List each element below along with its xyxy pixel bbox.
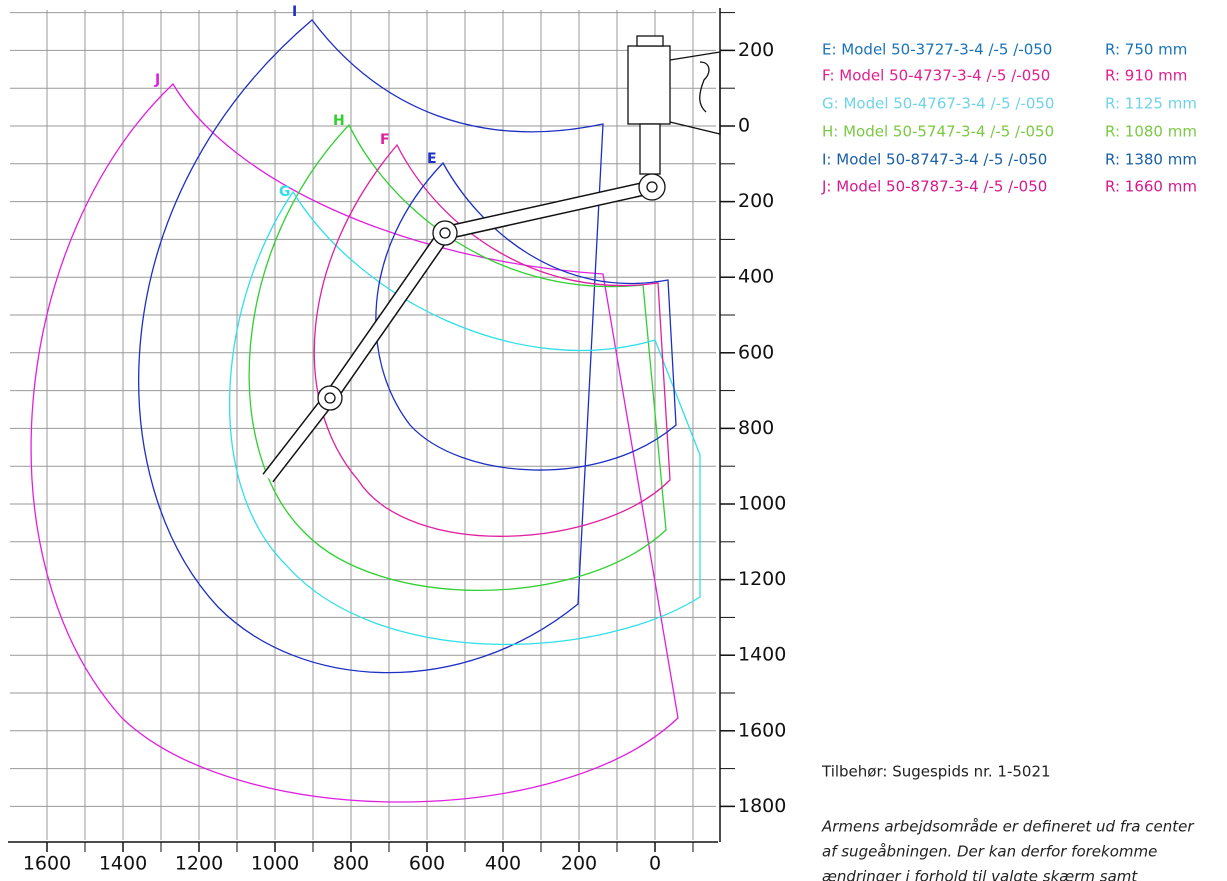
y-tick-label: 1200 xyxy=(738,568,786,590)
envelope-i xyxy=(138,19,604,674)
legend-radius: R: 910 mm xyxy=(1105,67,1187,85)
wall-bracket xyxy=(669,51,721,135)
mount-cap xyxy=(636,35,664,47)
y-tick-label: 200 xyxy=(738,190,774,212)
legend-radius: R: 1660 mm xyxy=(1105,178,1197,196)
legend-radius: R: 1125 mm xyxy=(1105,95,1197,113)
joint xyxy=(324,392,336,404)
y-tick-label: 1600 xyxy=(738,719,786,741)
arm-body xyxy=(263,181,654,482)
x-tick-label: 200 xyxy=(561,853,597,875)
joint xyxy=(439,227,451,239)
x-tick-label: 1200 xyxy=(175,853,223,875)
legend: E: Model 50-3727-3-4 /-5 /-050 R: 750 mm… xyxy=(821,41,1197,196)
y-tick-label: 400 xyxy=(738,266,774,288)
accessory-note: Tilbehør: Sugespids nr. 1-5021 xyxy=(821,763,1051,781)
envelope-j xyxy=(30,82,679,803)
reach-envelopes xyxy=(30,19,701,803)
curve-label: J xyxy=(154,72,160,88)
axes: 200 0 200 400 600 800 1000 1200 1400 1600 1800 1600… xyxy=(8,8,786,875)
disclaimer: af sugeåbningen. Der kan derfor forekomm… xyxy=(822,843,1157,861)
y-tick-label: 0 xyxy=(738,115,750,137)
curve-labels: E F G H I J xyxy=(154,4,437,200)
x-tick-label: 400 xyxy=(485,853,521,875)
y-tick-label: 1800 xyxy=(738,795,786,817)
curve-label: G xyxy=(279,184,291,200)
y-tick-label: 1400 xyxy=(738,644,786,666)
legend-model: H: Model 50-5747-3-4 /-5 /-050 xyxy=(822,123,1054,141)
joint xyxy=(646,181,658,193)
mount xyxy=(627,45,671,125)
y-tick-label: 200 xyxy=(738,39,774,61)
curve-label: H xyxy=(333,113,345,129)
envelope-f xyxy=(313,143,671,537)
legend-radius: R: 750 mm xyxy=(1105,41,1187,59)
grid xyxy=(10,10,716,840)
disclaimer: ændringer i forhold til valgte skærm sam… xyxy=(822,868,1138,881)
disclaimer: Armens arbejdsområde er defineret ud fra… xyxy=(821,818,1194,836)
envelope-h xyxy=(248,123,667,591)
y-tick-label: 600 xyxy=(738,341,774,363)
x-tick-label: 1600 xyxy=(23,853,71,875)
y-tick-label: 800 xyxy=(738,417,774,439)
legend-model: I: Model 50-8747-3-4 /-5 /-050 xyxy=(822,151,1047,169)
x-tick-label: 800 xyxy=(333,853,369,875)
curve-label: E xyxy=(427,151,437,167)
legend-model: F: Model 50-4737-3-4 /-5 /-050 xyxy=(822,67,1050,85)
x-tick-label: 600 xyxy=(409,853,445,875)
curve-label: F xyxy=(380,132,390,148)
legend-model: E: Model 50-3727-3-4 /-5 /-050 xyxy=(822,41,1052,59)
legend-radius: R: 1380 mm xyxy=(1105,151,1197,169)
envelope-e xyxy=(375,161,677,471)
envelope-g xyxy=(229,190,701,645)
x-tick-label: 1000 xyxy=(251,853,299,875)
legend-radius: R: 1080 mm xyxy=(1105,123,1197,141)
arm xyxy=(262,35,721,483)
legend-model: J: Model 50-8787-3-4 /-5 /-050 xyxy=(821,178,1047,196)
legend-model: G: Model 50-4767-3-4 /-5 /-050 xyxy=(822,95,1054,113)
x-tick-label: 1400 xyxy=(99,853,147,875)
x-tick-label: 0 xyxy=(649,853,661,875)
curve-label: I xyxy=(292,4,297,20)
y-tick-label: 1000 xyxy=(738,493,786,515)
swivel xyxy=(639,123,661,175)
